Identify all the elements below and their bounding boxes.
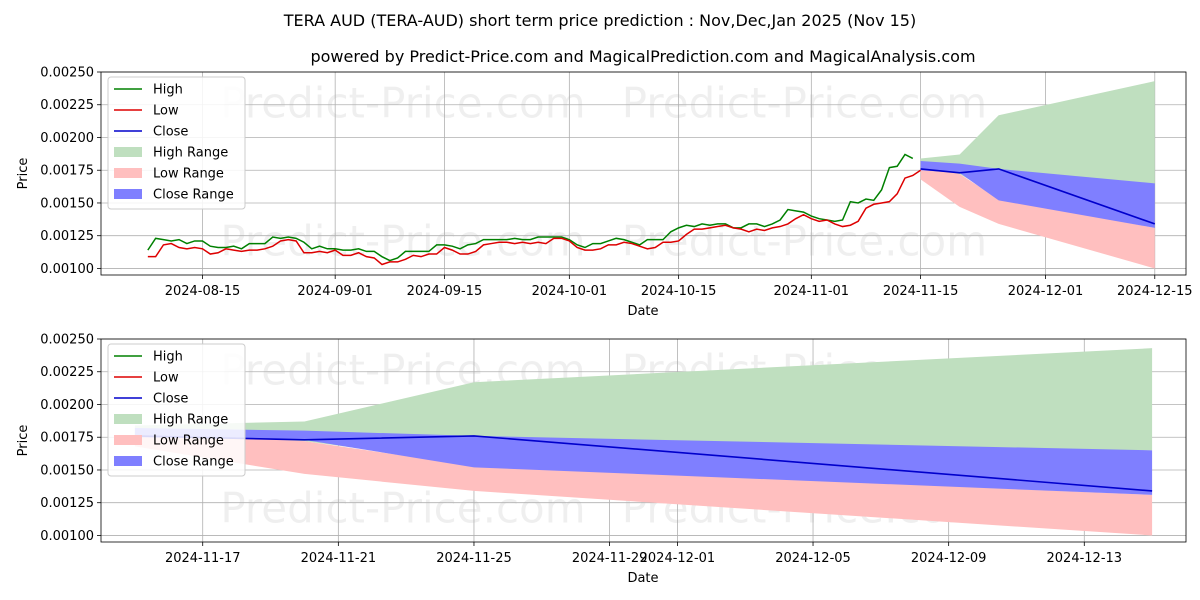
close-range-band: [920, 161, 1155, 228]
watermark-text: Predict-Price.com: [220, 78, 585, 127]
y-tick-label: 0.00200: [40, 131, 94, 146]
chart-title: TERA AUD (TERA-AUD) short term price pre…: [283, 11, 916, 30]
legend-label: High Range: [153, 146, 228, 161]
x-tick-label: 2024-11-17: [165, 551, 241, 566]
legend-label: Low Range: [153, 167, 224, 182]
low-range-band: [134, 431, 1153, 536]
plot-series-group: [134, 348, 1153, 536]
plot-frame: [100, 338, 1187, 543]
close-range-band: [134, 428, 1153, 495]
x-tick-label: 2024-12-15: [1117, 284, 1193, 299]
legend-box: [107, 343, 246, 477]
x-tick-label: 2024-08-15: [165, 284, 241, 299]
x-tick-label: 2024-10-15: [641, 284, 717, 299]
x-tick-label: 2024-11-21: [301, 551, 377, 566]
plot-frame: [100, 71, 1187, 276]
watermark-text: Predict-Price.com: [220, 216, 585, 265]
x-tick-label: 2024-09-01: [297, 284, 373, 299]
x-axis-label: Date: [627, 304, 658, 319]
chart-subtitle: powered by Predict-Price.com and Magical…: [310, 47, 975, 66]
top-panel: Predict-Price.com Predict-Price.com Predic…: [16, 66, 1193, 320]
watermark-text: Predict-Price.com: [622, 216, 987, 265]
y-tick-label: 0.00100: [40, 262, 94, 277]
y-tick-label: 0.00250: [40, 333, 94, 348]
legend-label: Low: [153, 371, 179, 386]
y-tick-label: 0.00175: [40, 164, 94, 179]
x-tick-label: 2024-11-01: [774, 284, 850, 299]
y-axis-label: Price: [16, 425, 31, 457]
y-tick-label: 0.00150: [40, 463, 94, 478]
x-tick-label: 2024-11-29: [572, 551, 648, 566]
legend-swatch-close-range: [114, 189, 142, 199]
close-series-line: [920, 168, 1156, 225]
legend-label: Low Range: [153, 434, 224, 449]
x-tick-label: 2024-12-05: [775, 551, 851, 566]
legend-swatch-high-range: [114, 414, 142, 424]
y-tick-label: 0.00200: [40, 398, 94, 413]
y-axis-label: Price: [16, 158, 31, 190]
legend-label: Close Range: [153, 455, 234, 470]
legend-swatch-low-range: [114, 168, 142, 178]
low-series-line: [147, 169, 922, 266]
x-tick-label: 2024-12-01: [1008, 284, 1084, 299]
plot-series-group: [147, 81, 1156, 269]
legend-label: High: [153, 350, 183, 365]
legend-label: High Range: [153, 413, 228, 428]
x-tick-label: 2024-12-13: [1047, 551, 1123, 566]
legend-swatch-low-range: [114, 435, 142, 445]
y-tick-label: 0.00100: [40, 529, 94, 544]
legend-swatch-close-range: [114, 456, 142, 466]
y-tick-label: 0.00125: [40, 229, 94, 244]
y-tick-label: 0.00125: [40, 496, 94, 511]
legend-box: [107, 76, 246, 210]
x-tick-label: 2024-10-01: [532, 284, 608, 299]
bottom-panel: Predict-Price.comPredict-Price.comPredic…: [16, 333, 1187, 586]
legend-label: Close Range: [153, 188, 234, 203]
y-tick-label: 0.00250: [40, 66, 94, 81]
low-range-band: [920, 164, 1155, 269]
legend-label: High: [153, 83, 183, 98]
y-tick-label: 0.00225: [40, 365, 94, 380]
y-tick-label: 0.00150: [40, 196, 94, 211]
x-tick-label: 2024-11-25: [436, 551, 512, 566]
high-series-line: [147, 153, 914, 262]
legend-label: Close: [153, 125, 188, 140]
x-axis-label: Date: [627, 571, 658, 586]
legend-label: Low: [153, 104, 179, 119]
legend-label: Close: [153, 392, 188, 407]
x-tick-label: 2024-11-15: [883, 284, 959, 299]
watermark-text: Predict-Price.com: [622, 78, 987, 127]
y-tick-label: 0.00175: [40, 431, 94, 446]
x-tick-label: 2024-09-15: [407, 284, 483, 299]
legend-swatch-high-range: [114, 147, 142, 157]
x-tick-label: 2024-12-01: [640, 551, 716, 566]
y-tick-label: 0.00225: [40, 98, 94, 113]
x-tick-label: 2024-12-09: [911, 551, 987, 566]
